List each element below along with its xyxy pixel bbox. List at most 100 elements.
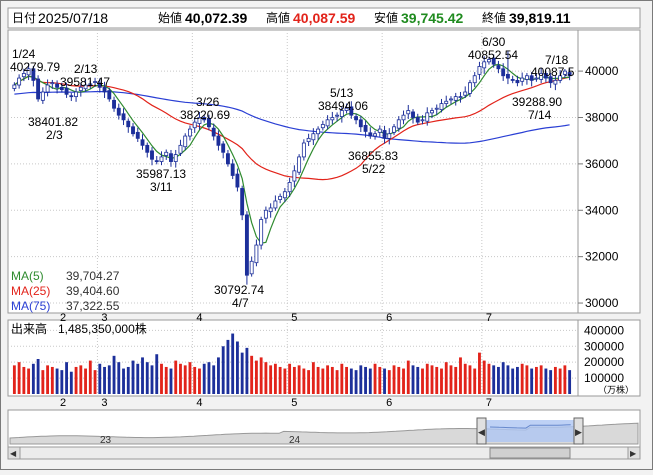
candle-body xyxy=(468,82,472,94)
month-label: 2 xyxy=(60,312,66,324)
volume-unit-label: （万株） xyxy=(598,384,634,395)
volume-bar xyxy=(354,370,358,394)
left-handle-arrow-icon: ◀ xyxy=(478,427,485,437)
volume-bar xyxy=(549,370,553,394)
candle-body xyxy=(491,57,496,65)
volume-bar xyxy=(145,362,149,394)
open-value: 40,072.39 xyxy=(185,10,247,26)
volume-bar xyxy=(179,363,182,394)
annotation-label: 2/13 xyxy=(74,62,98,76)
month-label: 7 xyxy=(486,312,492,324)
navigator-selection[interactable] xyxy=(486,420,574,442)
volume-title: 出来高 xyxy=(11,321,47,336)
volume-bar xyxy=(368,368,372,394)
date-value: 2025/07/18 xyxy=(38,10,108,26)
month-label: 6 xyxy=(386,312,392,324)
volume-bar xyxy=(454,366,458,394)
candle-body xyxy=(140,139,145,146)
scroll-left-button[interactable] xyxy=(7,446,21,460)
candle-body xyxy=(434,107,439,110)
candle-body xyxy=(377,128,382,133)
volume-bar xyxy=(264,362,268,394)
candle-body xyxy=(131,126,135,135)
volume-bar xyxy=(558,368,562,394)
candle-body xyxy=(45,84,50,93)
candle-body xyxy=(235,173,240,188)
candle-body xyxy=(330,117,335,121)
candlesticks xyxy=(12,51,572,285)
candle-body xyxy=(401,114,406,121)
volume-bar xyxy=(492,365,496,394)
candle-body xyxy=(339,110,344,117)
volume-bar xyxy=(392,365,396,394)
candle-body xyxy=(159,156,164,162)
candle-body xyxy=(368,132,373,137)
volume-bar xyxy=(79,365,83,394)
volume-bar xyxy=(387,370,391,394)
scroll-thumb[interactable] xyxy=(489,447,571,459)
month-grid xyxy=(96,30,483,313)
volume-bar xyxy=(212,365,216,394)
volume-bar xyxy=(107,365,111,394)
candle-body xyxy=(482,61,487,69)
volume-bar xyxy=(553,366,557,394)
volume-bar xyxy=(245,347,249,394)
open-label: 始値 xyxy=(158,10,182,25)
candle-body xyxy=(88,83,93,86)
candle-body xyxy=(74,91,79,98)
navigator-right-handle[interactable] xyxy=(573,417,584,445)
price-tick-label: 32000 xyxy=(585,250,619,264)
navigator-selection-line xyxy=(489,424,571,429)
volume-bar xyxy=(345,366,348,394)
scrollbar[interactable]: ◀ ▶ xyxy=(7,446,641,460)
candle-body xyxy=(188,128,192,137)
volume-bar xyxy=(297,365,301,394)
volume-bar xyxy=(444,362,448,394)
annotation-label: 40852.54 xyxy=(468,48,518,62)
candle-body xyxy=(316,128,321,135)
volume-tick-label: 200000 xyxy=(584,355,624,369)
volume-bar xyxy=(302,368,306,394)
volume-bar xyxy=(321,368,325,394)
candle-body xyxy=(335,114,340,117)
candle-body xyxy=(263,209,268,219)
navigator[interactable]: ◀ ▶ 23 24 xyxy=(7,409,641,448)
annotation-label: 3/11 xyxy=(150,180,173,194)
candle-body xyxy=(145,144,150,153)
ma-legend: MA(5) 39,704.27 MA(25) 39,404.60 MA(75) 37,32… xyxy=(11,269,120,313)
candle-body xyxy=(164,151,169,156)
volume-bar xyxy=(473,368,477,394)
candle-body xyxy=(173,154,178,162)
candle-body xyxy=(463,91,468,96)
volume-bar xyxy=(207,362,211,394)
volume-bar xyxy=(55,368,59,394)
volume-bar xyxy=(31,363,35,394)
candle-body xyxy=(36,78,41,100)
volume-bar xyxy=(449,365,453,394)
volume-bar xyxy=(160,363,163,394)
volume-bar xyxy=(402,368,405,394)
volume-bar xyxy=(98,363,102,394)
candle-body xyxy=(59,86,64,91)
legend-name: MA(5) xyxy=(11,269,44,283)
navigator-left-handle[interactable] xyxy=(476,417,487,445)
candle-body xyxy=(505,73,510,79)
candle-body xyxy=(406,110,411,115)
volume-bar xyxy=(221,346,225,394)
volume-bar xyxy=(278,366,282,394)
low-label: 安値 xyxy=(374,10,398,25)
close-value: 39,819.11 xyxy=(509,10,571,26)
scroll-right-button[interactable] xyxy=(627,446,641,460)
volume-bar xyxy=(65,362,68,394)
volume-bar xyxy=(416,366,420,394)
candle-body xyxy=(548,76,553,84)
close-label: 終値 xyxy=(482,10,506,25)
candle-body xyxy=(453,96,458,101)
date-label: 日付 xyxy=(12,11,36,25)
candle-body xyxy=(515,79,520,84)
candle-body xyxy=(543,73,548,79)
annotation-label: 7/14 xyxy=(528,108,552,122)
candle-body xyxy=(439,103,444,111)
annotation-label: 30792.74 xyxy=(214,283,264,297)
